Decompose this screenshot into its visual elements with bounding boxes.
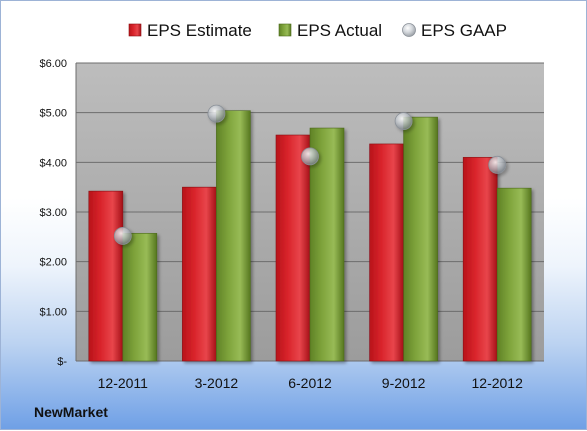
company-label: NewMarket bbox=[34, 404, 108, 420]
marker-eps-gaap bbox=[113, 226, 132, 245]
legend-swatch bbox=[128, 23, 142, 37]
y-tick-label: $1.00 bbox=[39, 306, 67, 318]
legend-marker bbox=[402, 23, 416, 37]
legend-label: EPS GAAP bbox=[421, 21, 507, 40]
bar-eps-actual bbox=[216, 110, 251, 362]
y-tick-label: $4.00 bbox=[39, 157, 67, 169]
legend-label: EPS Estimate bbox=[147, 21, 252, 40]
bar-eps-actual bbox=[309, 127, 345, 362]
x-category-label: 6-2012 bbox=[288, 375, 332, 391]
marker-eps-gaap bbox=[488, 155, 507, 174]
marker-eps-gaap bbox=[301, 147, 319, 166]
x-category-label: 12-2012 bbox=[472, 375, 524, 391]
marker-eps-gaap bbox=[207, 104, 226, 123]
marker-eps-gaap bbox=[394, 112, 413, 131]
bar-eps-estimate bbox=[369, 143, 404, 362]
x-category-label: 12-2011 bbox=[98, 375, 149, 391]
y-tick-label: $3.00 bbox=[39, 207, 67, 219]
bar-eps-estimate bbox=[88, 190, 124, 362]
bar-eps-actual bbox=[122, 233, 158, 362]
bar-eps-estimate bbox=[182, 186, 217, 362]
bar-eps-actual bbox=[403, 116, 438, 362]
x-category-label: 9-2012 bbox=[382, 375, 426, 391]
legend-swatch bbox=[278, 23, 292, 37]
bar-eps-estimate bbox=[275, 134, 311, 362]
y-tick-label: $2.00 bbox=[39, 257, 67, 269]
y-tick-label: $6.00 bbox=[39, 58, 67, 70]
legend-label: EPS Actual bbox=[297, 21, 382, 40]
y-tick-label: $5.00 bbox=[39, 108, 67, 120]
bar-eps-estimate bbox=[462, 157, 498, 362]
y-tick-label: $- bbox=[57, 356, 67, 368]
x-category-label: 3-2012 bbox=[195, 375, 239, 391]
bar-eps-actual bbox=[496, 187, 532, 362]
